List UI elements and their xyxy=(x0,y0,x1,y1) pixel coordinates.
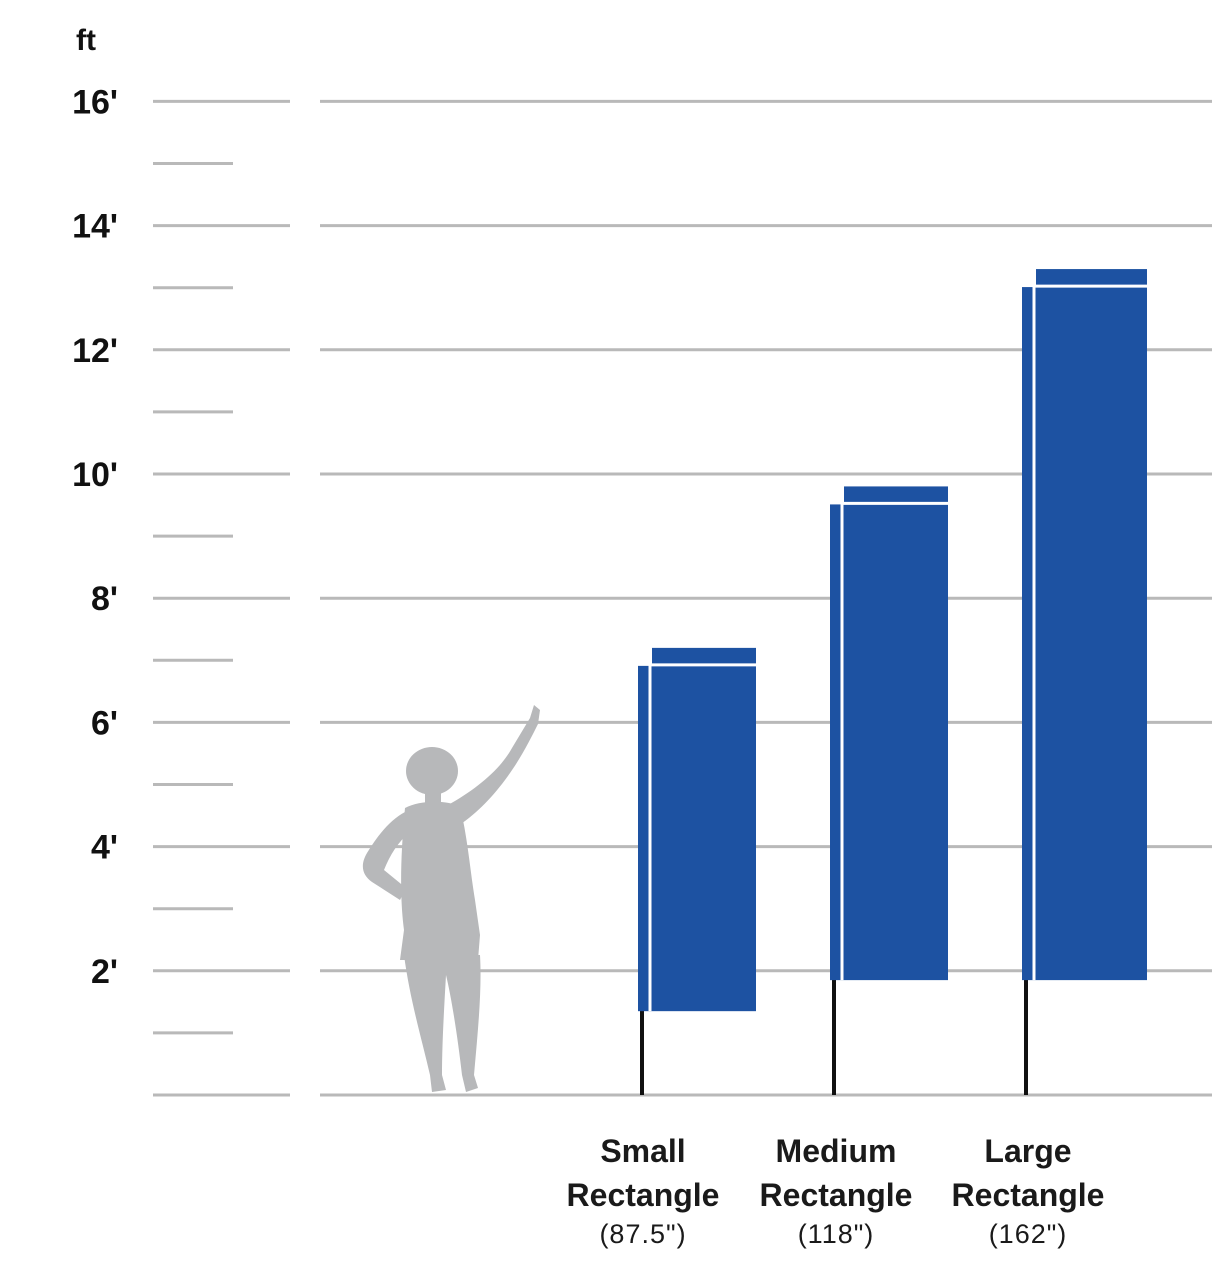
category-size-label: (162") xyxy=(989,1219,1068,1249)
bar-body-small xyxy=(638,665,756,1012)
category-label-line2: Rectangle xyxy=(760,1177,913,1213)
bar-body-large xyxy=(1022,287,1147,981)
category-label-line1: Small xyxy=(600,1133,685,1169)
bar-body-medium xyxy=(830,504,948,981)
y-tick-label: 16' xyxy=(72,83,118,121)
category-size-label: (87.5") xyxy=(599,1219,686,1249)
bar-large xyxy=(1022,269,1147,1095)
person-silhouette xyxy=(362,705,540,1092)
bar-top-small xyxy=(652,647,756,664)
x-axis-labels: Small Rectangle (87.5") Medium Rectangle (118… xyxy=(567,1133,1105,1249)
y-tick-label: 12' xyxy=(72,332,118,370)
y-axis-labels: ft 16' 14' 12' 10' 8' 6' 4' 2' xyxy=(72,24,118,991)
category-label-line2: Rectangle xyxy=(567,1177,720,1213)
bar-medium xyxy=(830,486,948,1095)
category-label-line1: Medium xyxy=(776,1133,897,1169)
bar-top-large xyxy=(1036,269,1147,286)
y-tick-label: 10' xyxy=(72,456,118,494)
bar-small xyxy=(638,647,756,1095)
bar-top-medium xyxy=(844,486,948,503)
y-tick-label: 2' xyxy=(91,953,118,991)
y-tick-label: 4' xyxy=(91,829,118,867)
y-tick-label: 6' xyxy=(91,704,118,742)
y-tick-label: 8' xyxy=(91,580,118,618)
category-label-line1: Large xyxy=(984,1133,1071,1169)
bars xyxy=(638,269,1147,1095)
y-tick-label: 14' xyxy=(72,208,118,246)
category-label-line2: Rectangle xyxy=(952,1177,1105,1213)
category-size-label: (118") xyxy=(798,1219,875,1249)
y-axis-unit-label: ft xyxy=(76,24,96,57)
